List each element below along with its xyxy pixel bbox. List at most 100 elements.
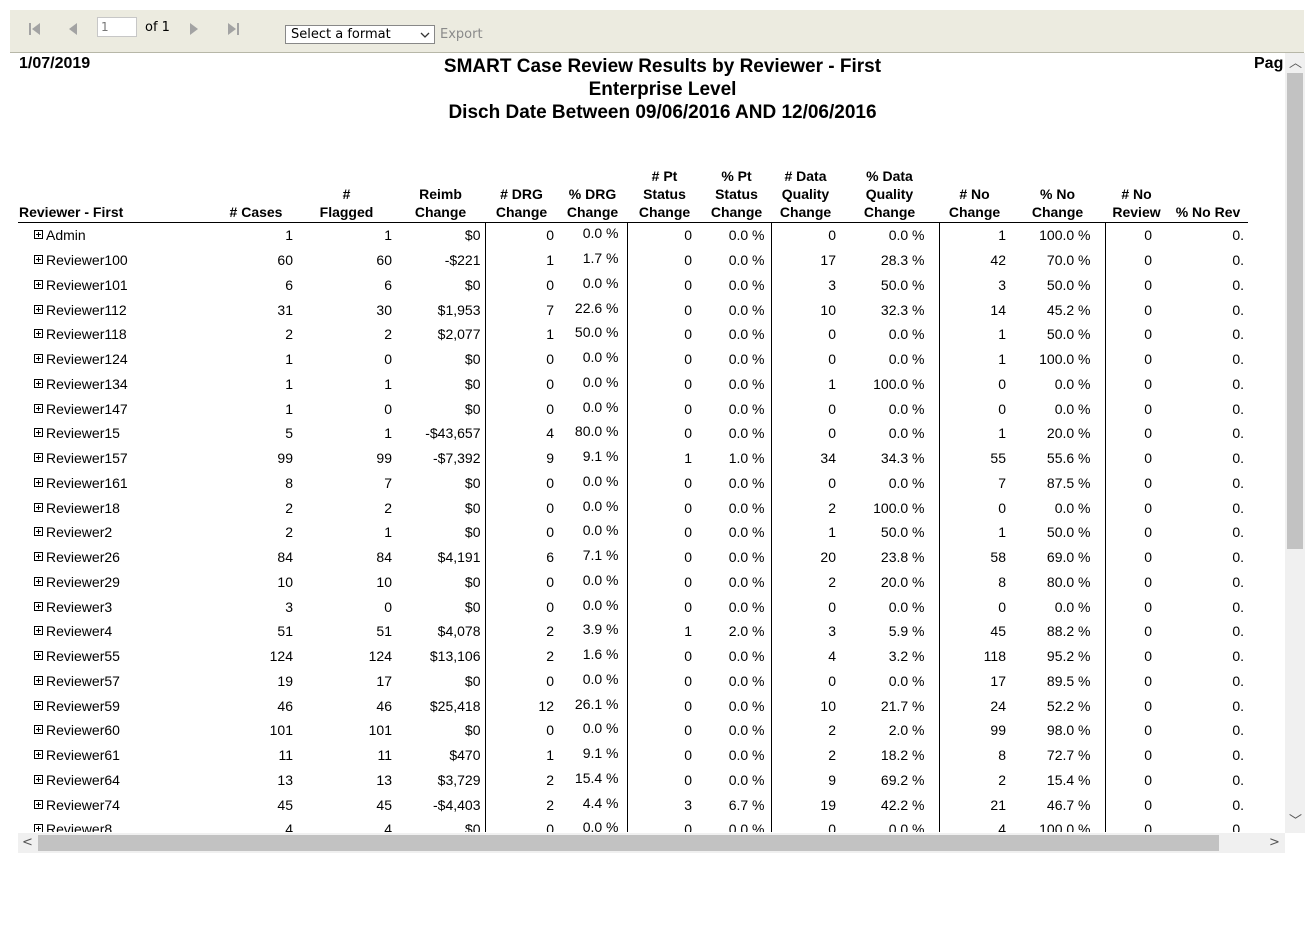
report-toolbar: of 1 Select a format Export [10, 10, 1304, 53]
next-page-icon[interactable] [183, 19, 205, 39]
table-cell: 0 [626, 718, 702, 743]
reviewer-name-cell: Reviewer60 [18, 718, 215, 743]
table-cell: 1 [484, 247, 558, 273]
expand-plus-icon[interactable] [34, 230, 43, 240]
reviewer-name: Reviewer118 [46, 326, 127, 343]
scroll-left-icon[interactable]: < [22, 835, 33, 850]
table-cell: 0.0 % [582, 349, 619, 366]
table-cell: 0.0 % [728, 301, 765, 318]
expand-plus-icon[interactable] [34, 576, 43, 586]
expand-plus-icon[interactable] [34, 700, 43, 710]
expand-plus-icon[interactable] [34, 477, 43, 487]
expand-plus-icon[interactable] [34, 626, 43, 636]
scroll-up-icon[interactable]: ︿ [1289, 56, 1303, 71]
table-header-row: Reviewer - First # Cases # Flagged Reimb Chan… [18, 160, 1248, 223]
table-cell: 1 [938, 222, 1010, 248]
expand-plus-icon[interactable] [34, 502, 43, 512]
table-cell: 100.0 % [1039, 821, 1091, 832]
table-cell: 0 [626, 767, 702, 793]
column-header-line: % No [1040, 186, 1075, 202]
scroll-down-icon[interactable]: ﹀ [1289, 814, 1303, 829]
last-page-icon[interactable] [222, 19, 244, 39]
reviewer-name-cell: Reviewer3 [18, 594, 215, 619]
table-cell: 0 [484, 272, 558, 298]
export-format-select[interactable]: Select a format [285, 25, 435, 44]
reviewer-name: Reviewer8 [46, 821, 113, 832]
first-page-icon[interactable] [24, 19, 46, 39]
column-header: # Flagged [297, 160, 396, 223]
column-header-line: # DRG [500, 186, 543, 202]
export-link[interactable]: Export [440, 27, 483, 42]
table-cell: 0. [1232, 573, 1244, 590]
expand-plus-icon[interactable] [34, 552, 43, 562]
horizontal-scrollbar-thumb[interactable] [38, 835, 1219, 851]
table-cell: 88.2 % [1046, 623, 1091, 640]
previous-page-icon[interactable] [62, 19, 84, 39]
table-row: Reviewer26 84 84 $4,191 6 7.1 % 0 0.0 % 20 23.8 %… [18, 544, 1248, 570]
table-cell: 50.0 % [574, 324, 619, 341]
table-cell: 0 [484, 470, 558, 496]
table-row: Reviewer64 13 13 $3,729 2 15.4 % 0 0.0 % 9 69.2 %… [18, 767, 1248, 793]
expand-plus-icon[interactable] [34, 675, 43, 685]
table-row: Reviewer61 11 11 $470 1 9.1 % 0 0.0 % 2 18.2 % 8 72… [18, 742, 1248, 768]
table-cell: 58 [938, 544, 1010, 570]
expand-plus-icon[interactable] [34, 255, 43, 265]
table-cell: 0.0 % [728, 771, 765, 788]
expand-plus-icon[interactable] [34, 428, 43, 438]
column-header: Reviewer - First [18, 160, 215, 223]
report-page-label: Pag [1254, 55, 1284, 72]
expand-plus-icon[interactable] [34, 378, 43, 388]
table-cell: 2 [770, 569, 840, 595]
expand-plus-icon[interactable] [34, 329, 43, 339]
report-table-viewport: Reviewer - First # Cases # Flagged Reimb Chan… [18, 160, 1285, 832]
expand-plus-icon[interactable] [34, 750, 43, 760]
expand-plus-icon[interactable] [34, 527, 43, 537]
table-cell: -$43,657 [425, 425, 481, 442]
table-cell: 1 [938, 520, 1010, 545]
expand-plus-icon[interactable] [34, 304, 43, 314]
reviewer-name-cell: Reviewer124 [18, 347, 215, 372]
scroll-right-icon[interactable]: > [1269, 835, 1280, 850]
table-cell: $0 [464, 672, 481, 689]
table-cell: 0.0 % [728, 400, 765, 417]
table-cell: 1.6 % [582, 646, 619, 663]
table-cell: 2 [484, 619, 558, 644]
table-cell: 4 [285, 821, 293, 832]
column-header: Reimb Change [396, 160, 485, 223]
expand-plus-icon[interactable] [34, 453, 43, 463]
column-header: # No Change [939, 160, 1010, 223]
reviewer-name: Reviewer26 [46, 549, 120, 566]
table-cell: 15.4 % [574, 769, 619, 786]
page-number-input[interactable] [97, 17, 137, 37]
table-cell: 3 [938, 272, 1010, 298]
expand-plus-icon[interactable] [34, 601, 43, 611]
table-cell: 0 [1104, 742, 1168, 768]
table-cell: 0.0 % [728, 375, 765, 392]
table-cell: 0.0 % [582, 596, 619, 613]
table-cell: $1,953 [437, 301, 481, 318]
expand-plus-icon[interactable] [34, 403, 43, 413]
expand-plus-icon[interactable] [34, 799, 43, 809]
vertical-scrollbar-thumb[interactable] [1287, 73, 1303, 549]
table-cell: 0. [1232, 821, 1244, 832]
table-cell: 50.0 % [880, 276, 925, 293]
table-cell: 51 [277, 623, 293, 640]
table-cell: 0 [1104, 470, 1168, 496]
reviewer-name: Reviewer60 [46, 722, 120, 739]
table-cell: 0 [1104, 495, 1168, 520]
column-header-line: # Cases [229, 204, 283, 220]
expand-plus-icon[interactable] [34, 354, 43, 364]
reviewer-name-cell: Reviewer64 [18, 768, 215, 793]
table-cell: 0. [1232, 499, 1244, 516]
table-cell: 9.1 % [582, 745, 619, 762]
column-header-line: Change [414, 204, 467, 220]
expand-plus-icon[interactable] [34, 725, 43, 735]
expand-plus-icon[interactable] [34, 279, 43, 289]
column-header-line: # [342, 186, 351, 202]
table-row: Reviewer74 45 45 -$4,403 2 4.4 % 3 6.7 % 19 42.2 … [18, 792, 1248, 817]
table-cell: $0 [464, 351, 481, 368]
table-cell: 0 [626, 396, 702, 421]
expand-plus-icon[interactable] [34, 824, 43, 832]
expand-plus-icon[interactable] [34, 774, 43, 784]
expand-plus-icon[interactable] [34, 651, 43, 661]
